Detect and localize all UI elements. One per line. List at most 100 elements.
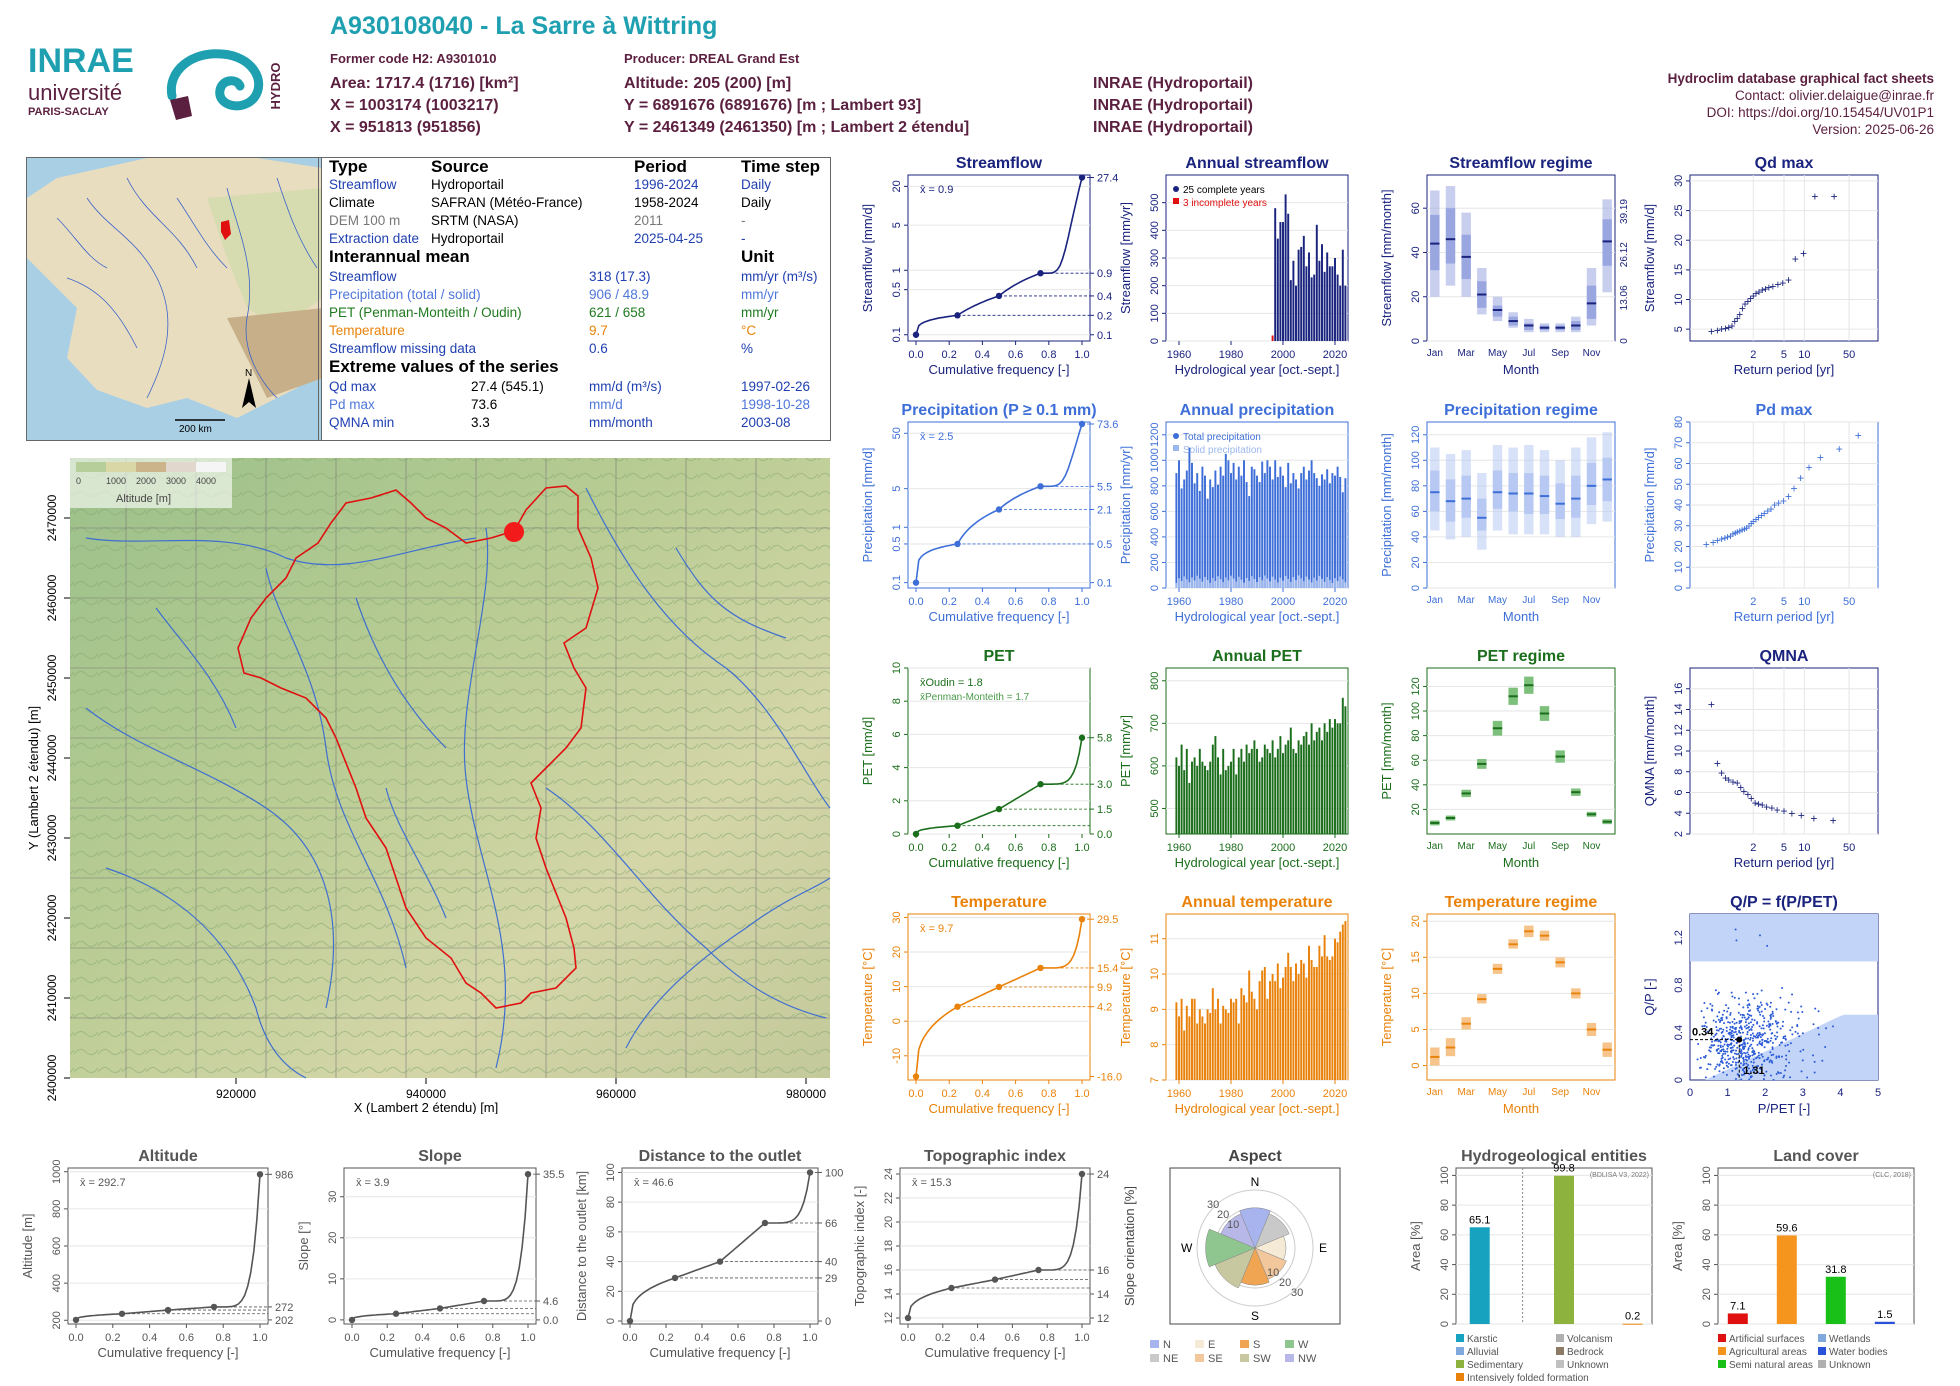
x-tick: 0.2: [935, 1332, 950, 1344]
annual-bar: [1193, 757, 1196, 834]
mean-annotation: x̄ = 3.9: [356, 1177, 389, 1189]
annual-bar: [1180, 744, 1183, 834]
y-tick: 20: [1439, 1288, 1451, 1300]
chart-y-label: Altitude [m]: [20, 1213, 35, 1278]
budyko-point: [1733, 1027, 1736, 1030]
budyko-point: [1711, 1009, 1714, 1012]
chart-title: PET: [983, 648, 1014, 665]
col-type: Type: [329, 157, 368, 176]
budyko-point: [1781, 1025, 1784, 1028]
budyko-point: [1739, 1051, 1742, 1054]
y-tick: 0.5: [891, 536, 903, 551]
budyko-point: [1769, 1039, 1772, 1042]
info-step: Daily: [741, 195, 772, 210]
rp-point: +: [1774, 278, 1781, 292]
budyko-point: [1719, 1060, 1722, 1063]
budyko-point: [1769, 1023, 1772, 1026]
budyko-point: [1741, 1074, 1744, 1077]
x-tick: 0.6: [179, 1332, 194, 1344]
annual-bar: [1243, 761, 1245, 834]
rp-point: +: [1748, 517, 1755, 531]
rp-point: +: [1744, 294, 1751, 308]
y-tick: 20: [891, 946, 903, 958]
rp-point: +: [1708, 697, 1715, 711]
chart-title: Streamflow regime: [1449, 155, 1592, 172]
solid-precip-bar: [1313, 577, 1316, 588]
budyko-point: [1732, 1049, 1735, 1052]
budyko-point: [1730, 1043, 1733, 1046]
regime-box: [1586, 462, 1597, 505]
budyko-point: [1758, 934, 1761, 937]
budyko-point: [1763, 1046, 1766, 1049]
budyko-point: [1736, 1046, 1739, 1049]
annual-bar: [1178, 1016, 1180, 1080]
budyko-point: [1761, 1063, 1764, 1066]
solid-precip-bar: [1258, 577, 1261, 588]
annual-bar: [1201, 466, 1204, 588]
rp-point: +: [1734, 776, 1741, 790]
chart-x-label: Return period [yr]: [1734, 855, 1834, 870]
x-tick: May: [1488, 1087, 1507, 1098]
regime-q05-q95: [1602, 199, 1612, 293]
rp-point: +: [1721, 531, 1728, 545]
contact[interactable]: Contact: olivier.delaigue@inrae.fr: [1734, 88, 1934, 103]
chart-y-label: Precipitation [mm/d]: [1642, 448, 1657, 563]
cdf-point: [806, 1169, 814, 1176]
annual-bar: [1292, 260, 1295, 341]
doi-link[interactable]: DOI: https://doi.org/10.15454/UV01P1: [1706, 105, 1934, 120]
bar-value-label: 65.1: [1469, 1214, 1490, 1226]
budyko-point: [1710, 1046, 1713, 1049]
chart-y-label: Distance to the outlet [km]: [574, 1171, 589, 1321]
y-tick: 40: [1673, 499, 1685, 511]
budyko-point: [1832, 1025, 1835, 1028]
regime-q05-q95: [1477, 473, 1487, 550]
annual-bar: [1344, 706, 1347, 834]
aspect-label-s: S: [1251, 1309, 1259, 1323]
budyko-point: [1769, 1028, 1772, 1031]
budyko-point: [1758, 1025, 1761, 1028]
annual-bar: [1276, 238, 1279, 341]
budyko-point: [1756, 1056, 1759, 1059]
budyko-point: [1753, 1019, 1756, 1022]
solid-precip-bar: [1289, 581, 1292, 588]
chart-x-label: Cumulative frequency [-]: [929, 609, 1070, 624]
y-tick: 60: [1673, 457, 1685, 469]
annual-bar: [1310, 959, 1313, 1080]
y-tick: 0: [327, 1317, 339, 1323]
budyko-point: [1735, 1026, 1738, 1029]
budyko-point: [1755, 1057, 1758, 1060]
budyko-point: [1756, 1035, 1759, 1038]
cdf-point: [995, 292, 1003, 300]
annual-bar: [1279, 736, 1282, 834]
x-tick: 2: [1750, 349, 1756, 361]
category-legend-entry: Volcanism: [1567, 1334, 1613, 1345]
annual-bar: [1211, 487, 1214, 588]
budyko-point: [1757, 1071, 1760, 1074]
regime-box: [1555, 483, 1565, 520]
budyko-point: [1748, 1072, 1751, 1075]
annual-bar: [1302, 963, 1305, 1080]
info-period: 2025-04-25: [634, 231, 704, 246]
budyko-point: [1714, 989, 1717, 992]
annual-bar: [1339, 723, 1342, 834]
budyko-point: [1755, 1036, 1757, 1039]
extreme-unit: mm/month: [589, 415, 653, 430]
annual-bar: [1318, 945, 1321, 1080]
annual-bar: [1321, 956, 1323, 1080]
annual-bar: [1211, 744, 1214, 834]
right-value-label: 0: [825, 1316, 831, 1328]
budyko-point: [1806, 1076, 1809, 1079]
budyko-point: [1772, 1078, 1775, 1081]
annual-bar: [1313, 473, 1316, 588]
y-tick: 50: [1673, 478, 1685, 490]
regime-q05-q95: [1430, 447, 1440, 531]
budyko-point: [1705, 1025, 1708, 1028]
annual-bar: [1292, 981, 1295, 1080]
annual-bar: [1258, 761, 1261, 834]
budyko-point: [1753, 1050, 1756, 1053]
budyko-point: [1717, 1029, 1720, 1032]
solid-precip-bar: [1198, 578, 1201, 588]
budyko-point: [1751, 1064, 1754, 1067]
budyko-point: [1761, 1015, 1764, 1018]
budyko-point: [1746, 1017, 1749, 1020]
